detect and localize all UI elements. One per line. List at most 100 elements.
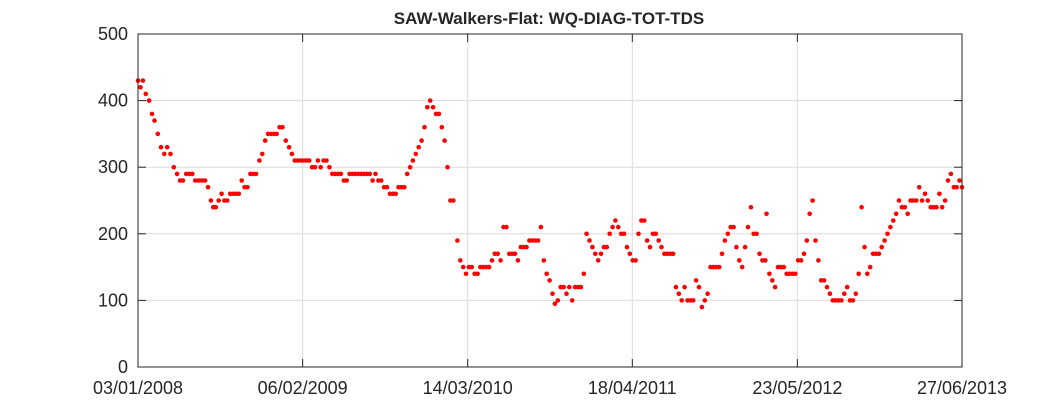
data-point (954, 184, 959, 190)
data-point (239, 178, 244, 183)
data-point (839, 298, 844, 303)
data-point (702, 298, 708, 303)
data-point (422, 124, 427, 130)
data-point (621, 231, 627, 237)
data-point (183, 171, 189, 177)
data-point (945, 178, 951, 183)
x-tick-label: 23/05/2012 (752, 378, 842, 398)
data-point (842, 291, 847, 297)
data-point (742, 244, 748, 250)
data-point (581, 271, 587, 277)
data-point (905, 211, 910, 217)
data-point (318, 164, 324, 170)
data-point (767, 271, 772, 277)
data-point (739, 264, 745, 270)
data-points (135, 78, 965, 310)
data-point (416, 144, 422, 150)
data-point (564, 291, 569, 297)
data-point (419, 138, 424, 143)
data-point (257, 158, 262, 163)
data-point (199, 178, 205, 183)
data-point (460, 264, 466, 270)
data-point (844, 284, 850, 290)
data-point (489, 258, 495, 263)
data-point (168, 151, 173, 157)
y-tick-label: 400 (98, 91, 128, 111)
data-point (524, 244, 529, 250)
data-point (810, 198, 815, 203)
data-point (216, 198, 221, 203)
data-point (914, 198, 919, 203)
data-point (607, 231, 612, 237)
data-point (948, 171, 954, 177)
data-point (344, 178, 350, 183)
data-point (140, 78, 146, 83)
data-point (856, 271, 861, 277)
data-point (213, 204, 219, 210)
data-point (716, 264, 722, 270)
data-point (862, 244, 867, 250)
data-point (262, 138, 268, 143)
data-point (158, 144, 164, 150)
data-point (225, 198, 230, 203)
data-point (919, 198, 925, 203)
y-tick-label: 200 (98, 224, 128, 244)
data-point (289, 151, 295, 157)
data-point (699, 304, 705, 310)
data-point (578, 284, 584, 290)
data-point (327, 164, 332, 170)
x-tick-label: 27/06/2013 (917, 378, 1007, 398)
data-point (442, 138, 447, 143)
grid-lines (138, 34, 962, 367)
data-point (813, 238, 818, 243)
data-point (512, 251, 518, 257)
data-point (569, 298, 575, 303)
data-point (367, 171, 373, 177)
data-point (567, 284, 572, 290)
data-point (407, 164, 413, 170)
data-point (260, 151, 265, 157)
data-point (152, 118, 157, 123)
data-point (538, 224, 544, 230)
data-point (469, 264, 475, 270)
data-point (312, 164, 318, 170)
data-point (942, 198, 948, 203)
data-point (458, 258, 463, 263)
data-point (821, 278, 827, 283)
data-point (937, 191, 942, 197)
data-point (656, 238, 661, 243)
data-point (679, 298, 684, 303)
data-point (338, 171, 344, 177)
data-point (439, 124, 445, 130)
data-point (404, 171, 410, 177)
data-point (373, 171, 378, 177)
data-point (171, 164, 177, 170)
data-point (149, 111, 155, 117)
data-point (451, 198, 456, 203)
data-point (882, 238, 887, 243)
data-point (754, 231, 759, 237)
data-point (463, 271, 469, 277)
data-point (627, 251, 633, 257)
data-point (219, 191, 224, 197)
data-point (867, 264, 873, 270)
data-point (402, 184, 407, 190)
data-point (793, 271, 798, 277)
data-point (891, 218, 896, 223)
data-point (138, 85, 143, 90)
data-point (624, 244, 630, 250)
data-point (436, 111, 442, 117)
data-point (850, 298, 856, 303)
data-point (644, 238, 650, 243)
plot-frame (137, 33, 963, 368)
data-point (598, 251, 604, 257)
data-point (876, 251, 882, 257)
data-point (859, 204, 864, 210)
data-point (306, 158, 312, 163)
data-point (190, 171, 195, 177)
data-point (896, 198, 902, 203)
data-point (547, 278, 552, 283)
data-point (425, 105, 430, 110)
data-point (939, 204, 945, 210)
data-point (757, 251, 762, 257)
